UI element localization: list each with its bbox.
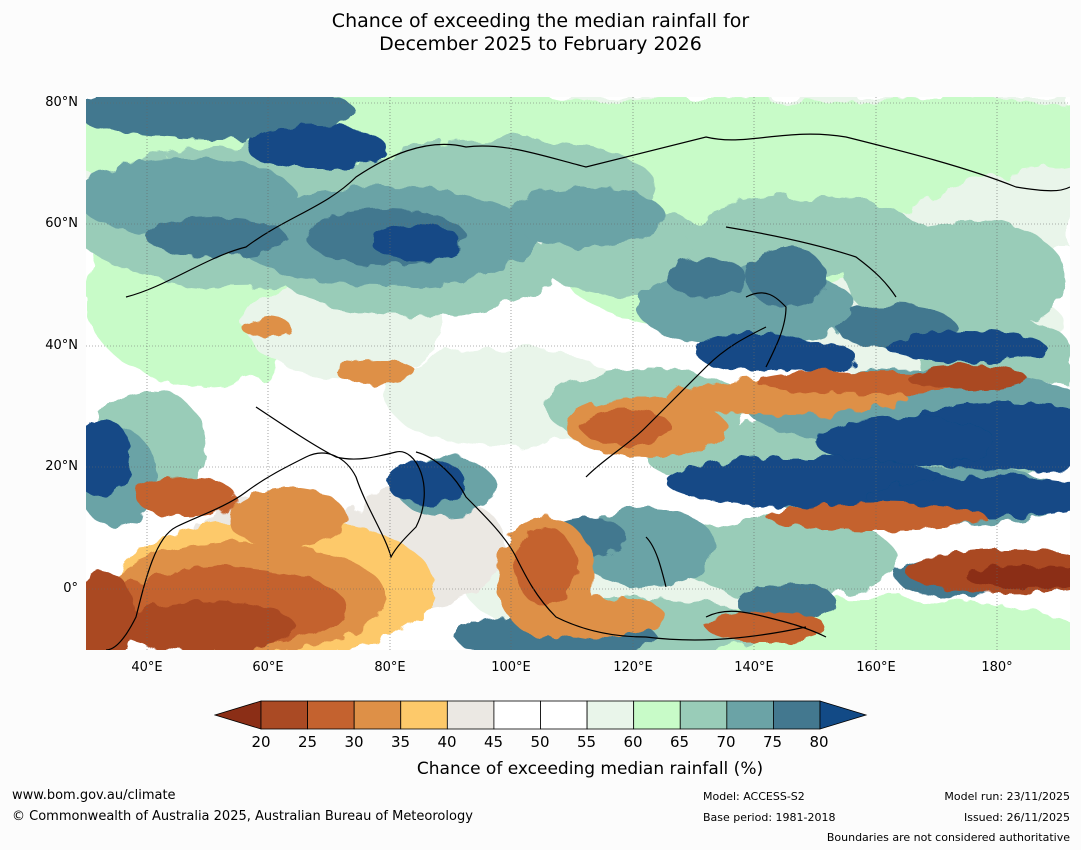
lon-tick-40e: 40°E	[131, 660, 163, 675]
colorbar-bin-60-65	[633, 700, 681, 730]
colorbar-tick: 45	[483, 733, 504, 751]
colorbar-tick: 55	[576, 733, 597, 751]
lat-tick-equator: 0°	[63, 581, 78, 596]
lon-tick-100e: 100°E	[491, 660, 531, 675]
colorbar-bin-50-55	[540, 700, 588, 730]
map-title-line-2: December 2025 to February 2026	[379, 33, 702, 55]
base-period: Base period: 1981-2018	[703, 811, 836, 824]
model-name: Model: ACCESS-S2	[703, 790, 805, 803]
colorbar-tick: 75	[762, 733, 783, 751]
colorbar-bin-25-30	[307, 700, 355, 730]
colorbar-bin-20-25	[260, 700, 308, 730]
rainfall-outlook-map	[86, 97, 1070, 650]
colorbar-tick: 80	[809, 733, 829, 751]
colorbar-under-arrow	[214, 700, 262, 730]
colorbar	[214, 700, 868, 730]
website-link[interactable]: www.bom.gov.au/climate	[12, 788, 176, 803]
colorbar-tick: 25	[297, 733, 318, 751]
lon-tick-80e: 80°E	[374, 660, 406, 675]
colorbar-bin-65-70	[679, 700, 728, 730]
colorbar-tick: 30	[344, 733, 364, 751]
colorbar-tick: 35	[390, 733, 411, 751]
colorbar-boxes	[260, 700, 821, 730]
colorbar-tick: 60	[623, 733, 643, 751]
lon-tick-60e: 60°E	[252, 660, 284, 675]
colorbar-bin-75-80	[773, 700, 821, 730]
copyright-text: © Commonwealth of Australia 2025, Austra…	[12, 809, 473, 824]
lon-tick-140e: 140°E	[734, 660, 774, 675]
colorbar-tick: 50	[530, 733, 550, 751]
colorbar-bin-70-75	[726, 700, 774, 730]
colorbar-tick: 65	[669, 733, 690, 751]
issued-date: Issued: 26/11/2025	[963, 811, 1070, 824]
colorbar-label: Chance of exceeding median rainfall (%)	[416, 759, 764, 779]
colorbar-bin-35-40	[400, 700, 448, 730]
lon-tick-180: 180°	[981, 660, 1013, 675]
lat-tick-40n: 40°N	[45, 338, 78, 353]
colorbar-bin-55-60	[586, 700, 635, 730]
lat-tick-80n: 80°N	[45, 95, 78, 110]
lon-tick-120e: 120°E	[613, 660, 653, 675]
model-run-date: Model run: 23/11/2025	[944, 790, 1070, 803]
lat-tick-20n: 20°N	[45, 459, 78, 474]
graticule	[86, 97, 1070, 650]
colorbar-bin-40-45	[446, 700, 495, 730]
colorbar-bin-30-35	[353, 700, 402, 730]
map-title-line-1: Chance of exceeding the median rainfall …	[331, 10, 750, 32]
colorbar-tick: 70	[716, 733, 736, 751]
lon-tick-160e: 160°E	[856, 660, 896, 675]
lat-tick-60n: 60°N	[45, 216, 78, 231]
colorbar-bin-45-50	[493, 700, 541, 730]
colorbar-tick: 40	[437, 733, 457, 751]
coastlines	[105, 133, 1070, 650]
boundary-disclaimer: Boundaries are not considered authoritat…	[826, 831, 1070, 844]
colorbar-tick: 20	[251, 733, 271, 751]
colorbar-over-arrow	[819, 700, 868, 730]
